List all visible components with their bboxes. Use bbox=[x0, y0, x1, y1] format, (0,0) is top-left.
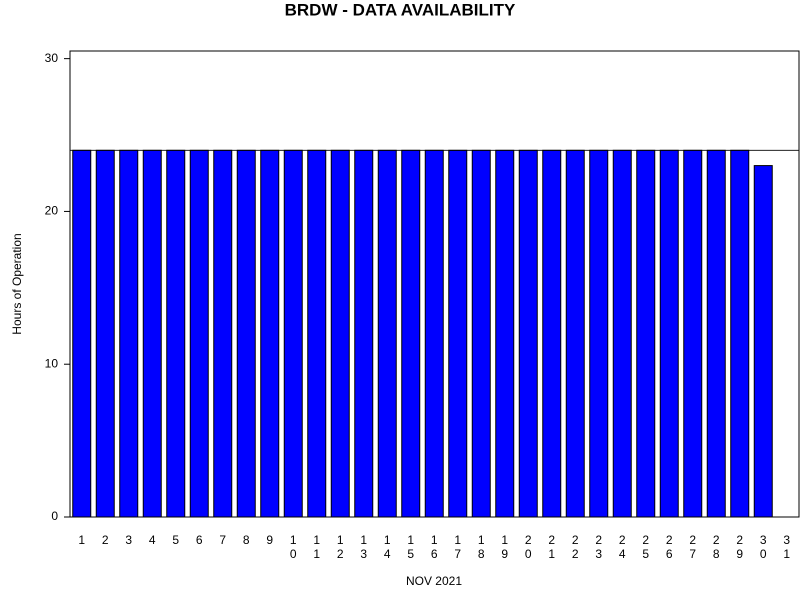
bar bbox=[565, 149, 585, 518]
bar bbox=[495, 149, 515, 518]
bar bbox=[448, 149, 468, 518]
bar bbox=[213, 149, 233, 518]
bar bbox=[471, 149, 491, 518]
y-tick-label: 10 bbox=[45, 356, 59, 370]
x-tick-label: 4 bbox=[149, 533, 156, 547]
x-tick-label: 8 bbox=[243, 533, 250, 547]
bar bbox=[166, 149, 186, 518]
bar bbox=[72, 149, 92, 518]
bar bbox=[542, 149, 562, 518]
bar bbox=[354, 149, 374, 518]
bar bbox=[636, 149, 656, 518]
bar bbox=[424, 149, 444, 518]
chart-title: BRDW - DATA AVAILABILITY bbox=[285, 0, 516, 19]
y-tick-label: 30 bbox=[45, 51, 59, 65]
bar bbox=[307, 149, 327, 518]
x-tick-label: 5 bbox=[172, 533, 179, 547]
bar bbox=[612, 149, 632, 518]
x-tick-label: 1 bbox=[78, 533, 85, 547]
bar bbox=[330, 149, 350, 518]
bar bbox=[706, 149, 726, 518]
bar bbox=[377, 149, 397, 518]
x-tick-label: 3 bbox=[125, 533, 132, 547]
bar bbox=[683, 149, 703, 518]
y-tick-label: 20 bbox=[45, 204, 59, 218]
bar bbox=[401, 149, 421, 518]
bar bbox=[730, 149, 750, 518]
bar bbox=[189, 149, 209, 518]
x-tick-label: 2 bbox=[102, 533, 109, 547]
bar bbox=[753, 165, 773, 518]
x-tick-label: 7 bbox=[219, 533, 226, 547]
x-tick-label: 9 bbox=[266, 533, 273, 547]
y-axis-label: Hours of Operation bbox=[10, 233, 24, 334]
bar bbox=[236, 149, 256, 518]
bar bbox=[95, 149, 115, 518]
bar bbox=[659, 149, 679, 518]
bar bbox=[589, 149, 609, 518]
bar bbox=[260, 149, 280, 518]
bar bbox=[518, 149, 538, 518]
bar bbox=[119, 149, 139, 518]
x-tick-label: 6 bbox=[196, 533, 203, 547]
y-tick-label: 0 bbox=[51, 509, 58, 523]
bar bbox=[283, 149, 303, 518]
x-axis-label: NOV 2021 bbox=[406, 574, 462, 588]
bar bbox=[142, 149, 162, 518]
